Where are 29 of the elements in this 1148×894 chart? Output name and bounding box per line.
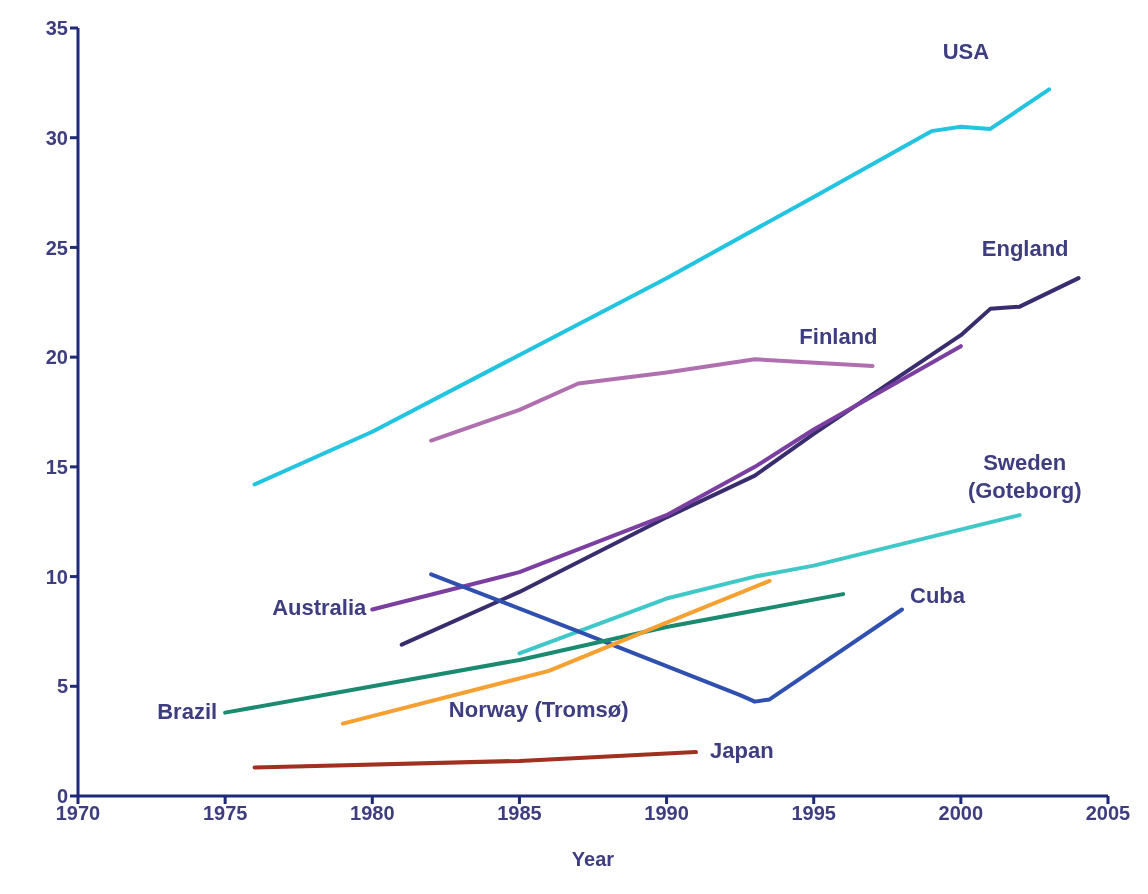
x-tick-label: 2000 (938, 802, 984, 825)
series-label: Finland (799, 323, 878, 349)
series-label: Norway (Tromsø) (448, 696, 629, 722)
series-label: England (981, 236, 1069, 262)
y-tick-label: 35 (45, 17, 68, 40)
x-tick-label: 2005 (1085, 802, 1131, 825)
series-label: Cuba (910, 583, 966, 609)
line-series (429, 357, 875, 443)
y-tick-label: 10 (45, 565, 68, 588)
x-tick-label: 1970 (55, 802, 101, 825)
y-tick-label: 30 (45, 126, 68, 149)
y-tick-label: 5 (56, 675, 68, 698)
y-tick-label: 15 (45, 455, 68, 478)
x-tick-label: 1975 (202, 802, 248, 825)
x-tick-label: 1995 (791, 802, 836, 825)
x-tick-label: 1980 (350, 802, 395, 825)
line-series (517, 513, 1022, 656)
text: USA (942, 39, 990, 65)
series-label: Brazil (157, 698, 218, 724)
x-tick-label: 1990 (644, 802, 689, 825)
y-tick-label: 20 (45, 346, 68, 369)
y-tick-label: 25 (45, 236, 68, 259)
line-series (399, 276, 1081, 647)
series-label: Sweden (Goteborg) (967, 450, 1082, 504)
x-tick-label: 1985 (497, 802, 542, 825)
series-label: Australia (272, 595, 368, 621)
x-axis-title: Year (571, 848, 615, 870)
series-label: Japan (710, 738, 774, 764)
line-series (370, 344, 963, 612)
